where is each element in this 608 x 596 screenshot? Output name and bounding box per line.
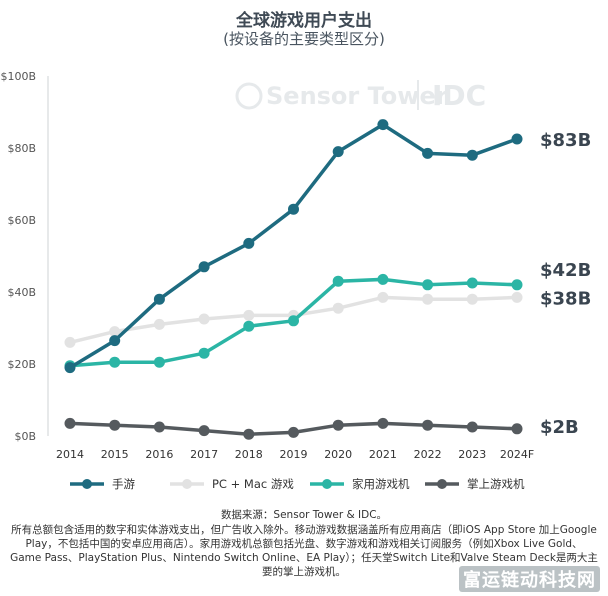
x-tick-label: 2024F [500, 448, 534, 461]
x-tick-label: 2016 [145, 448, 173, 461]
legend-label: 家用游戏机 [352, 477, 410, 491]
data-point-series-0 [64, 362, 76, 374]
data-point-series-3 [377, 417, 389, 429]
legend-marker [322, 479, 332, 489]
data-point-series-1 [64, 336, 76, 348]
end-label: $42B [540, 260, 591, 281]
data-point-series-0 [332, 146, 344, 158]
data-point-series-3 [422, 419, 434, 431]
data-point-series-1 [377, 291, 389, 303]
x-tick-label: 2018 [235, 448, 263, 461]
data-point-series-0 [198, 261, 210, 273]
x-tick-label: 2014 [56, 448, 84, 461]
x-tick-label: 2017 [190, 448, 218, 461]
data-point-series-1 [109, 326, 121, 338]
y-tick-label: $20B [7, 358, 36, 371]
data-point-series-1 [422, 293, 434, 305]
legend-label: PC + Mac 游戏 [212, 477, 294, 491]
x-tick-label: 2022 [414, 448, 442, 461]
sensor-tower-logo-icon [235, 82, 263, 110]
x-tick-label: 2019 [280, 448, 308, 461]
y-tick-label: $100B [0, 70, 36, 83]
x-tick-label: 2023 [458, 448, 486, 461]
data-point-series-0 [377, 119, 389, 131]
data-point-series-1 [332, 302, 344, 314]
data-point-series-0 [422, 147, 434, 159]
data-point-series-2 [332, 275, 344, 287]
data-point-series-2 [377, 273, 389, 285]
data-point-series-3 [153, 421, 165, 433]
x-tick-label: 2015 [101, 448, 129, 461]
data-point-series-0 [153, 293, 165, 305]
y-tick-label: $80B [7, 142, 36, 155]
data-point-series-2 [243, 320, 255, 332]
data-point-series-0 [511, 133, 523, 145]
source-line: 数据来源：Sensor Tower & IDC。 [220, 509, 388, 521]
end-label: $83B [540, 130, 591, 151]
data-point-series-1 [466, 293, 478, 305]
data-point-series-2 [466, 277, 478, 289]
data-point-series-2 [511, 279, 523, 291]
legend-marker [82, 479, 92, 489]
data-point-series-0 [288, 203, 299, 215]
data-point-series-3 [332, 419, 344, 431]
data-point-series-0 [243, 237, 255, 249]
data-point-series-3 [243, 428, 255, 440]
data-point-series-3 [288, 426, 299, 438]
idc-logo: IDC [432, 79, 486, 112]
data-point-series-3 [198, 425, 210, 437]
watermark: 富运链动科技网 [459, 566, 600, 592]
data-point-series-1 [243, 309, 255, 321]
series-line-0 [69, 122, 518, 370]
chart-title: 全球游戏用户支出 [236, 11, 372, 31]
y-tick-label: $0B [14, 430, 36, 443]
data-point-series-2 [153, 356, 165, 368]
data-point-series-1 [511, 291, 523, 303]
data-point-series-1 [198, 313, 210, 325]
x-tick-label: 2020 [324, 448, 352, 461]
y-tick-label: $40B [7, 286, 36, 299]
legend-label: 手游 [112, 477, 135, 491]
data-point-series-2 [198, 347, 210, 359]
legend-marker [182, 479, 192, 489]
data-point-series-3 [109, 419, 121, 431]
x-tick-label: 2021 [369, 448, 397, 461]
footnote: 所有总额包含适用的数字和实体游戏支出，但广告收入除外。移动游戏数据涵盖所有应用商… [10, 524, 598, 578]
data-point-series-3 [64, 417, 76, 429]
legend-label: 掌上游戏机 [467, 477, 525, 491]
data-point-series-0 [109, 335, 121, 347]
end-label: $38B [540, 288, 591, 309]
sensor-tower-logo: Sensor Tower [266, 82, 448, 110]
chart-subtitle: (按设备的主要类型区分) [223, 30, 385, 48]
data-point-series-2 [422, 279, 434, 291]
data-point-series-3 [511, 423, 523, 435]
end-label: $2B [540, 417, 579, 438]
data-point-series-1 [153, 318, 165, 330]
data-point-series-3 [466, 421, 478, 433]
data-point-series-0 [466, 149, 478, 161]
data-point-series-2 [109, 356, 121, 368]
legend-marker [437, 479, 447, 489]
y-tick-label: $60B [7, 214, 36, 227]
data-point-series-2 [288, 315, 299, 327]
